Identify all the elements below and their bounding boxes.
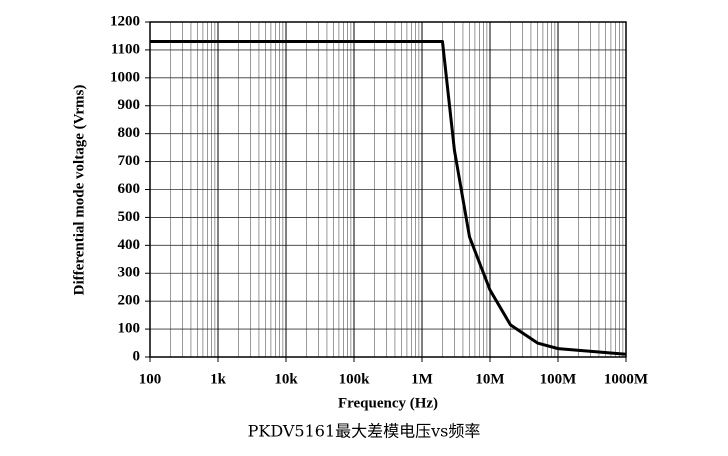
x-tick-label: 100 [139, 371, 162, 387]
x-axis-label: Frequency (Hz) [338, 395, 438, 411]
y-tick-label: 300 [118, 265, 141, 281]
plot-frame [149, 21, 627, 358]
x-tick-label: 100k [339, 371, 371, 387]
y-tick-label: 1200 [110, 13, 140, 29]
y-tick-label: 100 [118, 321, 141, 337]
y-axis-label: Differential mode voltage (Vrms) [71, 85, 87, 296]
y-tick-label: 400 [118, 237, 141, 253]
x-tick-label: 1M [411, 371, 433, 387]
y-tick-label: 500 [118, 209, 141, 225]
y-tick-label: 200 [118, 293, 141, 309]
x-tick-label: 1000M [604, 371, 648, 387]
y-tick-label: 700 [118, 153, 141, 169]
y-tick-label: 1100 [111, 41, 140, 57]
y-tick-label: 1000 [110, 69, 140, 85]
x-tick-label: 1k [210, 371, 227, 387]
y-tick-label: 900 [118, 97, 141, 113]
y-tick-label: 0 [133, 348, 141, 364]
data-line [150, 40, 627, 356]
x-tick-label: 10k [274, 371, 298, 387]
y-tick-label: 800 [118, 125, 141, 141]
x-tick-label: 100M [540, 371, 577, 387]
caption: PKDV5161最大差模电压vs频率 [248, 422, 481, 441]
x-tick-label: 10M [475, 371, 504, 387]
y-tick-label: 600 [118, 181, 141, 197]
